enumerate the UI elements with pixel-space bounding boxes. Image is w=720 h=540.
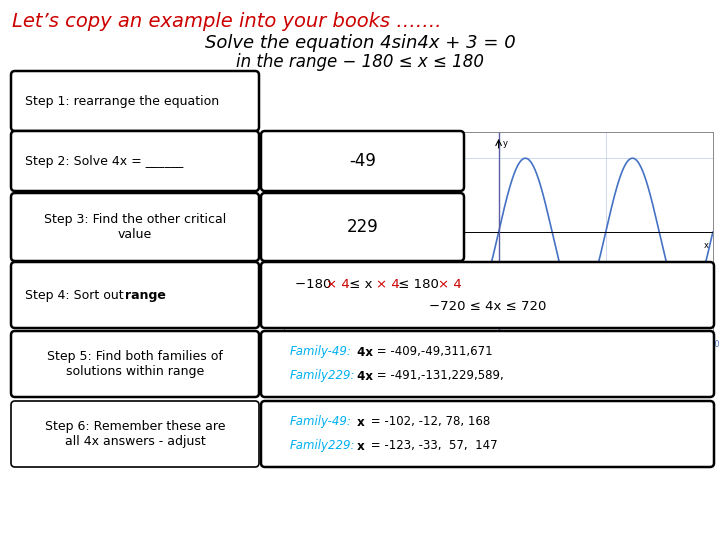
Text: Step 3: Find the other critical
value: Step 3: Find the other critical value — [44, 213, 226, 241]
Text: = -491,-131,229,589,: = -491,-131,229,589, — [373, 369, 504, 382]
Text: range: range — [125, 288, 166, 301]
Text: x: x — [704, 241, 709, 250]
Text: Step 6: Remember these are
all 4x answers - adjust: Step 6: Remember these are all 4x answer… — [45, 420, 225, 448]
FancyBboxPatch shape — [11, 71, 259, 131]
Text: Step 5: Find both families of
solutions within range: Step 5: Find both families of solutions … — [47, 350, 223, 378]
Text: Step 1: rearrange the equation: Step 1: rearrange the equation — [25, 94, 219, 107]
Text: ≤ x: ≤ x — [345, 278, 377, 291]
Text: x: x — [353, 440, 365, 453]
Text: 4x: 4x — [353, 346, 373, 359]
Text: Let’s copy an example into your books …….: Let’s copy an example into your books ……… — [12, 12, 441, 31]
Text: = -409,-49,311,671: = -409,-49,311,671 — [373, 346, 492, 359]
FancyBboxPatch shape — [261, 401, 714, 467]
FancyBboxPatch shape — [261, 131, 464, 191]
Text: Family-49:: Family-49: — [290, 346, 352, 359]
Text: y: y — [503, 139, 508, 148]
Text: in the range − 180 ≤ x ≤ 180: in the range − 180 ≤ x ≤ 180 — [236, 53, 484, 71]
Text: -49: -49 — [349, 152, 376, 170]
Text: Step 2: Solve 4x = ______: Step 2: Solve 4x = ______ — [25, 154, 184, 167]
FancyBboxPatch shape — [11, 262, 259, 328]
FancyBboxPatch shape — [261, 262, 714, 328]
Text: Solve the equation 4sin4x + 3 = 0: Solve the equation 4sin4x + 3 = 0 — [204, 34, 516, 52]
FancyBboxPatch shape — [261, 331, 714, 397]
Text: Family229:: Family229: — [290, 369, 356, 382]
Text: Family-49:: Family-49: — [290, 415, 352, 429]
Text: 4x: 4x — [353, 369, 373, 382]
FancyBboxPatch shape — [11, 131, 259, 191]
Text: x: x — [353, 415, 365, 429]
Text: Family229:: Family229: — [290, 440, 356, 453]
Text: × 4: × 4 — [438, 278, 462, 291]
FancyBboxPatch shape — [11, 193, 259, 261]
Text: ≤ 180: ≤ 180 — [395, 278, 444, 291]
Text: = -123, -33,  57,  147: = -123, -33, 57, 147 — [367, 440, 498, 453]
Text: −720 ≤ 4x ≤ 720: −720 ≤ 4x ≤ 720 — [429, 300, 546, 313]
Text: Step 4: Sort out: Step 4: Sort out — [25, 288, 127, 301]
Text: × 4: × 4 — [326, 278, 350, 291]
FancyBboxPatch shape — [11, 331, 259, 397]
Text: 229: 229 — [346, 218, 379, 236]
Text: −180: −180 — [295, 278, 336, 291]
Text: = -102, -12, 78, 168: = -102, -12, 78, 168 — [367, 415, 490, 429]
FancyBboxPatch shape — [261, 193, 464, 261]
FancyBboxPatch shape — [11, 401, 259, 467]
Text: × 4: × 4 — [376, 278, 400, 291]
